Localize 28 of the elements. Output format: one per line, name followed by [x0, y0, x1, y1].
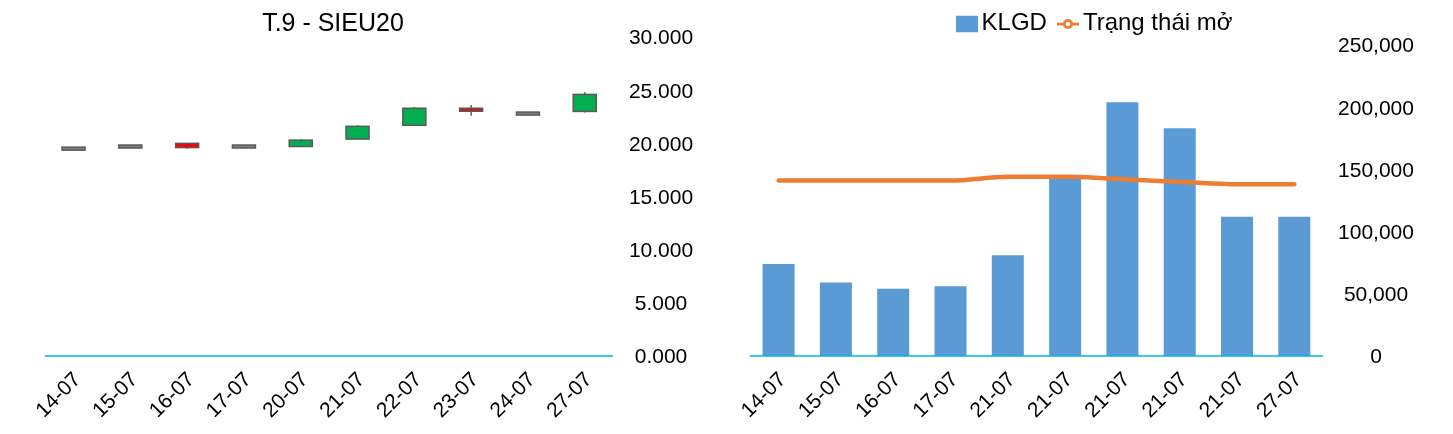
- y-tick-label: 0.000: [634, 344, 688, 368]
- y-tick-label: 200,000: [1338, 95, 1414, 119]
- bar: [1221, 216, 1254, 356]
- y-tick-label: 30.000: [628, 25, 694, 49]
- y-tick-label: 100,000: [1338, 220, 1414, 244]
- candlestick: [402, 106, 427, 127]
- y-tick-label: 50,000: [1343, 282, 1409, 306]
- chart-title: T.9 - SIEU20: [261, 8, 405, 37]
- y-tick-label: 5.000: [634, 291, 688, 315]
- line-series: [776, 174, 1297, 187]
- legend-label: KLGD: [981, 8, 1047, 35]
- bar: [1049, 178, 1082, 356]
- y-tick-label: 0: [1370, 344, 1382, 368]
- bar: [877, 288, 910, 356]
- bar: [991, 255, 1024, 356]
- y-tick-label: 15.000: [628, 184, 694, 208]
- y-tick-label: 20.000: [628, 131, 694, 155]
- y-tick-label: 10.000: [628, 238, 694, 262]
- bar: [819, 282, 852, 356]
- y-tick-label: 25.000: [628, 78, 694, 102]
- bar: [1163, 128, 1196, 356]
- bar: [934, 286, 967, 356]
- bar: [1278, 216, 1311, 356]
- y-tick-label: 250,000: [1338, 33, 1414, 57]
- y-tick-label: 150,000: [1338, 157, 1414, 181]
- bar: [1106, 102, 1139, 356]
- legend-label: Trạng thái mở: [1082, 8, 1233, 35]
- bar: [762, 263, 795, 356]
